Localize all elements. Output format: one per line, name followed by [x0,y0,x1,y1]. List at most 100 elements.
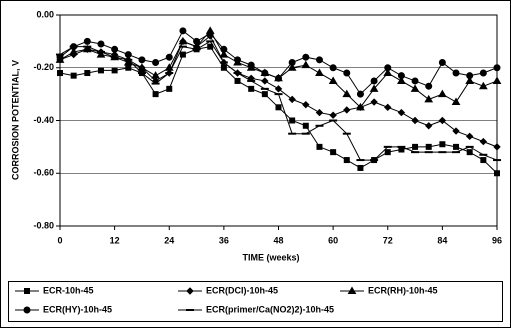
marker [275,104,282,111]
marker [289,117,296,124]
marker [82,44,92,53]
marker [370,77,378,85]
marker [179,51,186,58]
legend-label: ECR(HY)-10h-45 [43,304,112,314]
x-tick-label: 48 [273,235,283,245]
marker [83,37,91,45]
y-tick-label: -0.60 [33,168,54,178]
marker [274,85,283,93]
marker [410,84,420,92]
x-tick-label: 84 [437,235,447,245]
marker [69,47,79,55]
marker [465,76,475,84]
marker [343,106,351,114]
marker [316,143,323,150]
x-tick-label: 36 [219,235,229,245]
marker [70,72,77,79]
marker [84,70,91,77]
marker [247,61,255,69]
marker [302,53,310,61]
marker [330,149,337,156]
marker [439,141,446,148]
legend-marker [186,287,194,295]
x-tick-label: 24 [164,235,174,245]
marker [302,100,310,109]
marker [343,157,350,164]
marker [397,72,405,80]
marker [275,74,282,82]
marker [234,77,241,84]
marker [492,76,502,84]
marker [384,64,392,72]
marker [288,95,296,104]
marker [438,58,446,66]
marker [452,69,460,77]
marker [466,72,474,80]
marker [329,111,337,119]
marker [425,122,433,130]
marker [315,68,324,77]
marker [111,45,119,53]
marker [438,116,447,125]
marker [206,29,214,37]
marker [302,122,309,129]
legend-marker [347,286,357,294]
marker [219,50,229,58]
marker [384,103,392,112]
legend-label: ECR-10h-45 [43,285,94,295]
marker [165,53,173,61]
marker [452,127,460,135]
marker [179,27,187,35]
x-axis-title: TIME (weeks) [242,252,299,262]
marker [343,69,351,77]
marker [451,97,461,106]
x-tick-label: 0 [57,235,62,245]
marker [97,40,105,48]
marker [261,91,268,98]
marker [178,36,188,45]
marker [493,64,501,72]
marker [261,69,269,77]
marker [328,76,338,84]
marker [207,43,214,50]
marker [384,149,391,156]
marker [315,56,323,64]
marker [397,108,406,117]
marker [465,132,474,141]
marker [425,143,432,150]
legend-label: ECR(RH)-10h-45 [368,285,438,295]
marker [301,60,311,69]
marker [152,58,160,66]
marker [152,91,159,98]
marker [480,157,487,164]
y-tick-label: -0.80 [33,220,54,230]
y-tick-label: -0.20 [33,62,54,72]
marker [234,56,242,64]
marker [220,45,228,53]
plot-area [59,14,498,227]
legend-marker [24,288,30,294]
marker [466,149,473,156]
marker [397,76,406,84]
legend-label: ECR(primer/Ca(NO2)2)-10h-45 [206,304,334,314]
marker [315,108,324,117]
legend [8,281,503,322]
marker [453,143,460,150]
marker [329,64,337,72]
marker [356,102,365,111]
marker [412,143,419,150]
marker [479,69,487,77]
marker [438,89,447,98]
y-tick-label: -0.40 [33,115,54,125]
marker [124,51,132,59]
marker [138,56,146,64]
marker [137,63,147,71]
marker [248,85,255,92]
marker [193,37,201,45]
marker [383,68,393,77]
x-tick-label: 60 [328,235,338,245]
marker [151,71,160,79]
marker [166,85,173,92]
